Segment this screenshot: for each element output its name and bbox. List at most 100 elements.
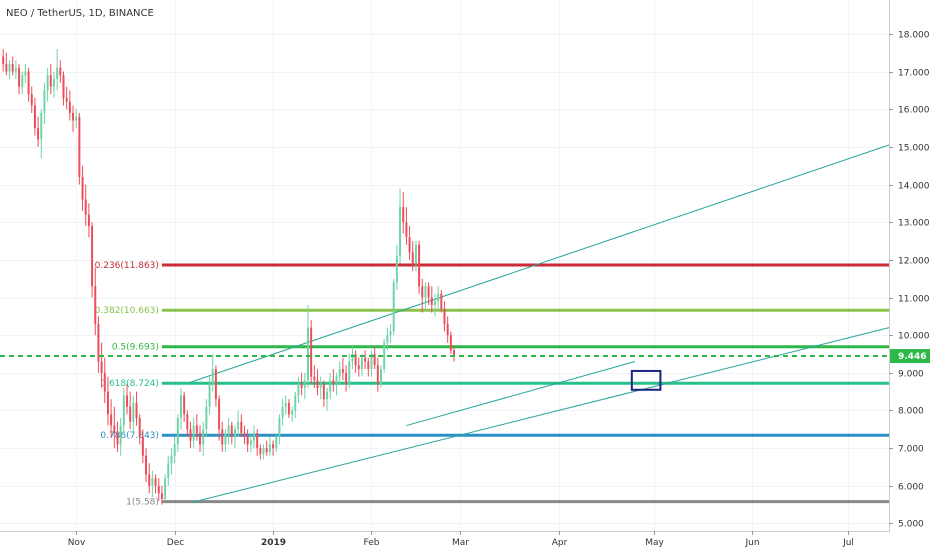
candle-body [211,369,214,385]
candle-body [129,406,132,422]
trend-line [406,361,636,427]
time-tick-label: Feb [364,538,380,548]
candle-body [208,384,211,407]
candle-body [59,67,62,76]
candle-body [421,286,424,298]
candle-body [376,365,379,385]
fib-level-label: 0.786(7.343) [100,431,159,441]
candle-body [195,425,198,434]
candle-body [11,64,14,72]
candle-body [237,421,240,430]
candle-body [268,444,271,452]
price-tick-label: 12.000 [898,257,930,267]
price-tick-label: 11.000 [898,295,930,305]
fib-level-label: 0.382(10.663) [95,306,159,316]
candle-body [395,256,398,283]
candle-body [154,478,157,486]
candle-body [386,335,389,343]
candle-body [440,293,443,309]
candle-body [287,402,290,415]
candle-body [62,75,65,98]
candle-body [135,402,138,419]
price-axis[interactable]: 5.000 6.000 7.000 8.000 9.000 10.000 11.000 12.… [889,31,930,530]
candle-body [338,369,341,377]
price-tick-label: 18.000 [898,31,930,41]
fibonacci-levels: 0.236(11.863) 0.382(10.663) 0.5(9.693) 0.61… [95,261,889,508]
candle-body [303,380,306,388]
candle-body [18,67,21,87]
candle-body [87,214,90,226]
candle-body [221,429,224,445]
candle-body [262,448,265,454]
candle-body [113,425,116,434]
candle-body [65,97,68,102]
target-box [630,369,662,391]
candle-body [430,297,433,306]
candle-body [30,94,33,106]
candle-body [341,369,344,373]
candle-body [335,376,338,385]
candle-body [205,406,208,430]
candle-body [199,433,202,445]
chart-title: NEO / TetherUS, 1D, BINANCE [6,8,154,19]
price-tick-label: 16.000 [898,106,930,116]
candle-body [160,493,163,499]
candle-body [278,418,281,437]
candle-body [357,365,360,370]
candle-body [319,384,322,388]
candle-body [218,399,221,430]
candle-body [284,402,287,407]
candle-body [179,395,182,419]
candle-body [94,286,97,324]
candle-body [68,101,71,113]
candle-body [453,350,456,356]
fib-level-label: 0.236(11.863) [95,261,159,271]
candle-body [405,222,408,238]
candle-body [446,323,449,336]
candle-body [345,372,348,385]
candle-body [351,354,354,362]
candle-body [414,244,417,264]
candle-body [364,357,367,362]
candle-body [294,395,297,411]
candle-body [176,418,179,445]
candle-body [110,414,113,426]
time-axis[interactable]: Nov Dec 2019 Feb Mar Apr May Jun Jul [68,531,854,548]
price-tick-label: 8.000 [898,407,924,417]
candle-body [443,308,446,324]
time-tick-label: 2019 [261,538,286,548]
candle-body [408,237,411,253]
price-tick-label: 9.000 [898,370,924,380]
time-tick-label: Mar [452,538,469,548]
trend-lines [190,144,890,504]
candle-body [78,116,81,177]
candle-body [354,354,357,366]
fib-level-label: 1(5.58) [126,498,159,508]
candle-body [380,369,382,385]
candle-body [46,75,49,91]
candle-body [326,391,329,400]
candle-body [249,440,252,445]
price-tick-label: 5.000 [898,520,924,530]
candle-body [75,116,78,121]
candle-body [56,67,59,80]
time-tick-label: Apr [552,538,568,548]
candle-body [306,327,309,381]
candle-body [106,391,109,415]
candle-body [132,402,135,422]
candle-body [449,335,452,351]
candle-body [233,429,236,437]
candle-body [291,410,294,415]
current-price-tag [890,349,930,364]
candle-body [84,199,87,215]
price-tick-label: 13.000 [898,219,930,229]
candle-body [37,128,40,140]
candle-body [399,207,402,257]
candle-body [52,79,55,87]
candle-body [243,433,246,437]
candle-body [360,357,363,370]
time-tick-label: May [645,538,664,548]
candle-body [240,421,243,434]
